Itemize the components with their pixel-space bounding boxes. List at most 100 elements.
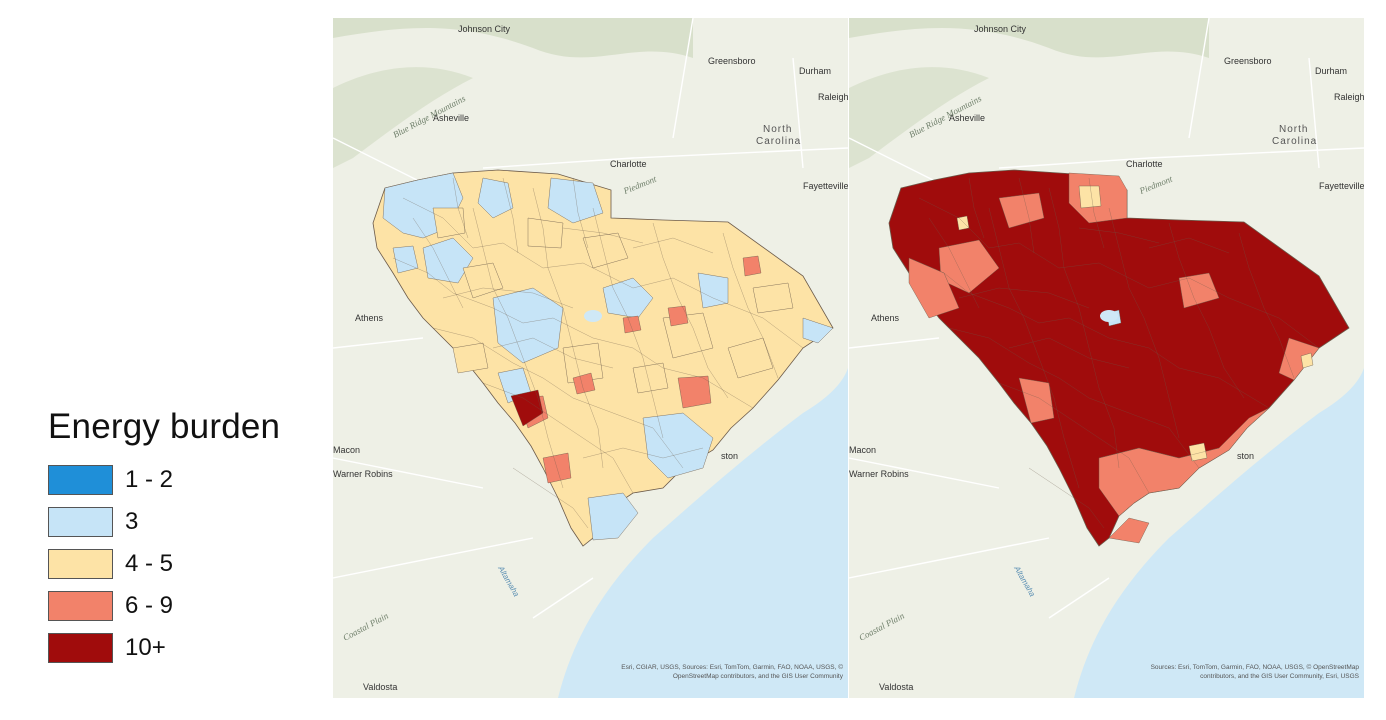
legend-item: 3 [48, 501, 318, 543]
mountain-terrain [333, 67, 473, 168]
city-label: Johnson City [974, 24, 1027, 34]
census-tract[interactable] [527, 217, 564, 249]
city-label: Durham [1315, 66, 1347, 76]
census-tract[interactable] [667, 305, 689, 327]
census-tract[interactable] [1188, 442, 1208, 462]
city-label: Valdosta [879, 682, 913, 692]
legend-label: 6 - 9 [125, 592, 174, 619]
region-label: North [763, 124, 792, 135]
tract-boundary [1028, 467, 1105, 529]
map-panel-right[interactable]: Johnson City Greensboro Durham Raleigh Ashev… [849, 18, 1364, 698]
legend-swatch [48, 633, 113, 663]
census-tract[interactable] [602, 277, 654, 319]
census-tract[interactable] [562, 342, 604, 384]
census-tract[interactable] [802, 317, 834, 344]
tract-boundary [1108, 207, 1180, 439]
city-label: Warner Robins [333, 469, 393, 479]
census-tract[interactable] [1178, 272, 1220, 309]
census-tract[interactable] [572, 372, 596, 395]
census-tract[interactable] [587, 492, 639, 541]
atlantic-ocean [558, 368, 848, 698]
map-svg[interactable]: Johnson City Greensboro Durham Raleigh Ashev… [849, 18, 1364, 698]
census-tract[interactable] [1300, 352, 1314, 369]
road-network [333, 18, 848, 619]
city-label: Raleigh [1334, 92, 1364, 102]
census-tract[interactable] [1278, 337, 1320, 381]
tract-boundary [512, 467, 589, 529]
census-tract[interactable] [632, 362, 669, 394]
census-tract[interactable] [752, 282, 794, 314]
census-tract[interactable] [547, 177, 604, 224]
tract-boundary [402, 197, 804, 349]
legend-swatch [48, 465, 113, 495]
city-label: Warner Robins [849, 469, 909, 479]
census-tract[interactable] [462, 262, 504, 299]
census-tract[interactable] [477, 177, 514, 219]
map-legend: Energy burden 1 - 2 3 4 - 5 6 - 9 10+ [48, 407, 318, 669]
map-attribution: Esri, CGIAR, USGS, Sources: Esri, TomTom… [621, 663, 843, 671]
road-network [849, 18, 1364, 619]
census-tract[interactable] [697, 272, 729, 309]
census-tract[interactable] [510, 389, 544, 427]
census-tract[interactable] [956, 215, 970, 231]
tract-boundary [918, 197, 1320, 349]
census-tract[interactable] [742, 255, 762, 277]
city-label: Athens [871, 313, 900, 323]
census-tract[interactable] [642, 412, 714, 479]
city-label: ston [721, 451, 738, 461]
census-tract[interactable] [677, 375, 712, 409]
tract-boundary [948, 327, 1200, 469]
tract-boundary [532, 187, 604, 469]
tract-boundary [722, 232, 779, 379]
legend-label: 1 - 2 [125, 466, 174, 493]
city-label: Asheville [949, 113, 985, 123]
census-tract[interactable] [727, 337, 774, 379]
tract-boundary [1148, 237, 1230, 254]
census-tract[interactable] [622, 315, 642, 334]
tract-boundary [928, 217, 980, 309]
tract-boundary [1238, 232, 1295, 379]
legend-swatch [48, 549, 113, 579]
census-tract[interactable] [432, 207, 466, 239]
census-tract[interactable] [1078, 185, 1102, 209]
tract-boundary [582, 447, 704, 459]
tract-boundary [562, 227, 644, 244]
tract-boundary [592, 207, 664, 439]
mountain-terrain [849, 18, 1209, 58]
map-attribution: OpenStreetMap contributors, and the GIS … [673, 673, 844, 680]
tract-boundary [632, 237, 714, 254]
legend-item: 1 - 2 [48, 459, 318, 501]
census-tract[interactable] [998, 192, 1045, 229]
region-label: North [1279, 124, 1308, 135]
tract-boundary [492, 337, 614, 369]
map-panel-left[interactable]: Johnson City Greensboro Durham Raleigh Ashev… [333, 18, 848, 698]
city-label: Johnson City [458, 24, 511, 34]
tract-boundary [968, 177, 985, 239]
census-tract[interactable] [582, 232, 629, 269]
map-svg[interactable]: Johnson City Greensboro Durham Raleigh Ashev… [333, 18, 848, 698]
city-label: Durham [799, 66, 831, 76]
tract-boundary [482, 382, 634, 494]
tract-boundary [452, 177, 469, 239]
census-tract[interactable] [452, 342, 489, 374]
city-label: Greensboro [1224, 56, 1272, 66]
census-tract[interactable] [392, 245, 419, 274]
census-tract[interactable] [1108, 517, 1150, 544]
legend-label: 10+ [125, 634, 166, 661]
region-label: Carolina [756, 136, 801, 147]
legend-item: 4 - 5 [48, 543, 318, 585]
legend-swatch [48, 591, 113, 621]
atlantic-ocean [1074, 368, 1364, 698]
census-tract[interactable] [1018, 377, 1055, 424]
city-label: Macon [849, 445, 876, 455]
legend-title: Energy burden [48, 407, 281, 446]
city-label: Valdosta [363, 682, 397, 692]
legend-swatch [48, 507, 113, 537]
tract-boundary [1088, 177, 1105, 249]
lake [584, 310, 602, 322]
city-label: Charlotte [610, 159, 647, 169]
map-attribution: Sources: Esri, TomTom, Garmin, FAO, NOAA… [1151, 663, 1360, 671]
city-label: Charlotte [1126, 159, 1163, 169]
tract-boundary [958, 287, 1090, 309]
tract-boundary [1018, 177, 1035, 254]
